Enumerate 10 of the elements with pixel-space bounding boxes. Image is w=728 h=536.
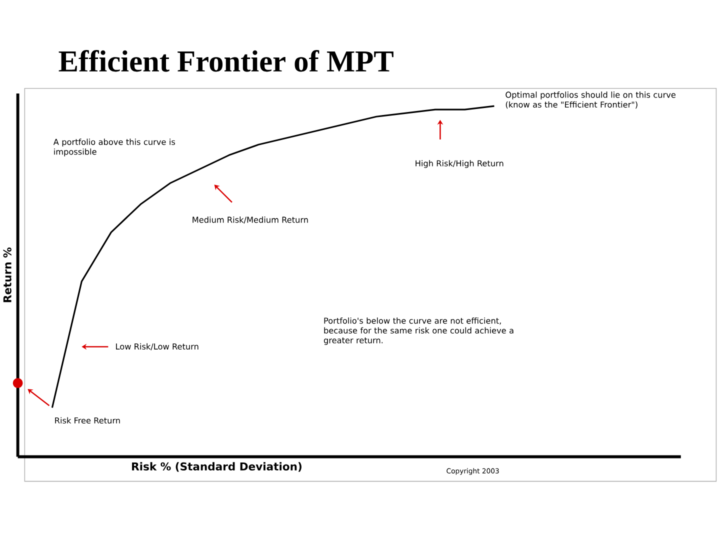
annotation: Low Risk/Low Return bbox=[116, 343, 198, 350]
annotation: Portfolio's below the curve are not efficient, because for the same risk one could achieve a greater return. bbox=[324, 317, 514, 345]
annotation: Risk Free Return bbox=[55, 417, 120, 424]
annotation: Medium Risk/Medium Return bbox=[192, 216, 308, 224]
annotation: A portfolio above this curve is impossible bbox=[53, 138, 176, 156]
chart-title: Efficient Frontier of MPT bbox=[58, 50, 394, 72]
x-axis-title: Risk % (Standard Deviation) bbox=[132, 462, 302, 472]
annotation: Optimal portfolios should lie on this curve (know as the "Efficient Frontier") bbox=[506, 91, 676, 108]
annotation: High Risk/High Return bbox=[416, 160, 504, 168]
y-axis-title: Return % bbox=[3, 247, 12, 302]
